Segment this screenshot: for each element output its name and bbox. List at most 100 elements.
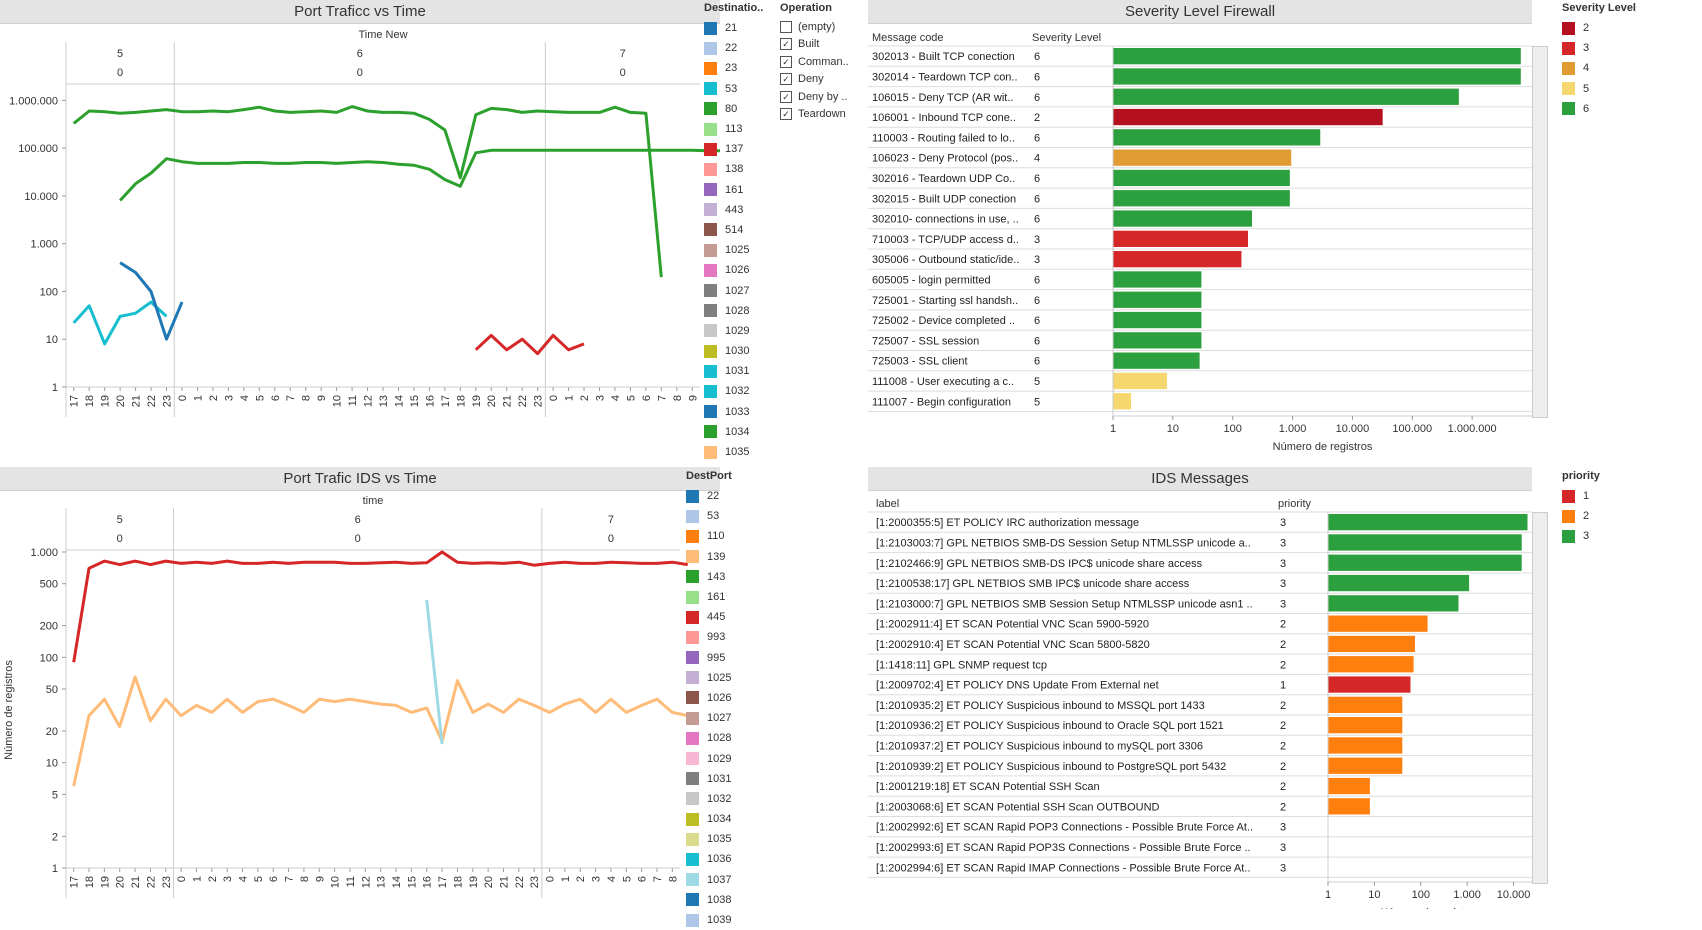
legend-label: 1035 [725,446,750,459]
legend-item[interactable]: 137 [704,139,780,159]
x-tick-label: 18 [84,876,96,888]
legend-item[interactable]: 1031 [686,769,762,789]
row-level: 2 [1280,619,1286,631]
legend-item[interactable]: 110 [686,526,762,546]
legend-item[interactable]: 161 [686,587,762,607]
checkbox[interactable] [780,20,792,33]
legend-item[interactable]: 1028 [704,301,780,321]
x-tick-label: 1.000 [1279,423,1307,435]
legend-item[interactable]: 445 [686,607,762,627]
legend-item[interactable]: 1033 [704,402,780,422]
x-tick-label: 1.000 [1453,889,1481,901]
legend-swatch [704,102,717,116]
severity-scrollbar[interactable] [1532,46,1548,418]
operation-option[interactable]: ✓ Deny by .. [780,88,860,106]
operation-option[interactable]: ✓ Built [780,36,860,54]
legend-item[interactable]: 2 [1562,506,1662,526]
legend-item[interactable]: 1032 [704,381,780,401]
x-tick-label: 8 [299,876,311,882]
legend-item[interactable]: 1027 [686,708,762,728]
row-label: 725003 - SSL client [872,356,968,368]
column-header: Message code [872,32,944,44]
legend-item[interactable]: 23 [704,58,780,78]
legend-item[interactable]: 161 [704,180,780,200]
legend-item[interactable]: 1026 [704,260,780,280]
legend-item[interactable]: 995 [686,648,762,668]
legend-swatch [686,772,699,786]
legend-item[interactable]: 22 [704,38,780,58]
legend-item[interactable]: 993 [686,627,762,647]
legend-item[interactable]: 22 [686,486,762,506]
legend-item[interactable]: 53 [704,79,780,99]
series-line-1034 [118,148,720,202]
checkbox[interactable]: ✓ [780,90,792,103]
legend-item[interactable]: 514 [704,220,780,240]
legend-item[interactable]: 1034 [704,422,780,442]
legend-item[interactable]: 139 [686,547,762,567]
legend-item[interactable]: 143 [686,567,762,587]
legend-item[interactable]: 1037 [686,870,762,890]
operation-option[interactable]: (empty) [780,18,860,36]
legend-item[interactable]: 21 [704,18,780,38]
operation-option[interactable]: ✓ Comman.. [780,53,860,71]
series-line-139 [72,675,689,787]
legend-item[interactable]: 1028 [686,728,762,748]
x-tick-label: 0 [548,395,560,401]
legend-item[interactable]: 1035 [686,829,762,849]
x-tick-label: 22 [517,395,529,407]
legend-item[interactable]: 4 [1562,58,1662,78]
legend-item[interactable]: 2 [1562,18,1662,38]
row-label: 710003 - TCP/UDP access d.. [872,234,1019,246]
legend-item[interactable]: 1027 [704,280,780,300]
x-tick-label: 7 [656,395,668,401]
legend-item[interactable]: 5 [1562,79,1662,99]
x-tick-label: 6 [637,876,649,882]
panel3-title: Port Trafic IDS vs Time [0,467,720,491]
column-header: Severity Level [1032,32,1101,44]
operation-option[interactable]: ✓ Teardown [780,106,860,124]
row-label: 106001 - Inbound TCP cone.. [872,112,1016,124]
legend-item[interactable]: 113 [704,119,780,139]
legend-item[interactable]: 53 [686,506,762,526]
legend-item[interactable]: 1035 [704,442,780,462]
x-tick-label: 5 [621,876,633,882]
legend-item[interactable]: 1031 [704,361,780,381]
legend-item[interactable]: 1026 [686,688,762,708]
legend-item[interactable]: 1029 [686,748,762,768]
legend-label: 138 [725,163,744,176]
legend-item[interactable]: 6 [1562,99,1662,119]
legend-item[interactable]: 80 [704,99,780,119]
legend-item[interactable]: 1034 [686,809,762,829]
legend-item[interactable]: 1025 [686,668,762,688]
legend-item[interactable]: 1039 [686,910,762,930]
legend-swatch [686,893,699,907]
checkbox[interactable]: ✓ [780,73,792,86]
operation-option[interactable]: ✓ Deny [780,71,860,89]
bar [1113,129,1321,146]
legend-item[interactable]: 443 [704,200,780,220]
legend-item[interactable]: 3 [1562,526,1662,546]
checkbox[interactable]: ✓ [780,55,792,68]
row-level: 3 [1280,517,1286,529]
series-line-21 [119,261,184,341]
legend-item[interactable]: 1 [1562,486,1662,506]
row-label: [1:2002992:6] ET SCAN Rapid POP3 Connect… [876,822,1253,834]
checkbox[interactable]: ✓ [780,108,792,121]
legend-swatch [686,570,699,584]
ids-scrollbar[interactable] [1532,512,1548,884]
legend-item[interactable]: 1025 [704,240,780,260]
row-label: [1:2010935:2] ET POLICY Suspicious inbou… [876,700,1205,712]
legend-item[interactable]: 1032 [686,789,762,809]
legend-item[interactable]: 1029 [704,321,780,341]
legend-item[interactable]: 1038 [686,890,762,910]
legend-item[interactable]: 3 [1562,38,1662,58]
row-level: 3 [1280,558,1286,570]
x-tick-label: 100 [1224,423,1242,435]
date-header: 5 [117,514,123,526]
x-tick-label: 1 [1110,423,1116,435]
legend-item[interactable]: 138 [704,159,780,179]
legend-item[interactable]: 1036 [686,849,762,869]
checkbox[interactable]: ✓ [780,38,792,51]
legend-item[interactable]: 1030 [704,341,780,361]
legend-label: 1032 [725,385,750,398]
